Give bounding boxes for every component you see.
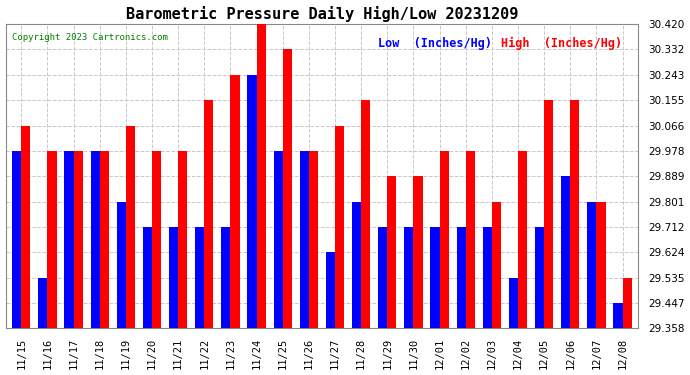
Bar: [117, 201, 126, 328]
Bar: [622, 278, 631, 328]
Bar: [544, 100, 553, 328]
Bar: [221, 227, 230, 328]
Bar: [152, 151, 161, 328]
Text: Copyright 2023 Cartronics.com: Copyright 2023 Cartronics.com: [12, 33, 168, 42]
Bar: [299, 151, 309, 328]
Bar: [587, 201, 596, 328]
Bar: [204, 100, 213, 328]
Bar: [21, 126, 30, 328]
Bar: [38, 278, 48, 328]
Bar: [326, 252, 335, 328]
Bar: [12, 151, 21, 328]
Bar: [387, 176, 396, 328]
Bar: [90, 151, 99, 328]
Bar: [352, 201, 361, 328]
Bar: [309, 151, 318, 328]
Bar: [335, 126, 344, 328]
Bar: [99, 151, 109, 328]
Bar: [596, 201, 606, 328]
Bar: [195, 227, 204, 328]
Bar: [143, 227, 152, 328]
Bar: [613, 303, 622, 328]
Title: Barometric Pressure Daily High/Low 20231209: Barometric Pressure Daily High/Low 20231…: [126, 6, 518, 21]
Bar: [518, 151, 527, 328]
Bar: [64, 151, 74, 328]
Bar: [457, 227, 466, 328]
Bar: [361, 100, 371, 328]
Legend: Low  (Inches/Hg), High  (Inches/Hg): Low (Inches/Hg), High (Inches/Hg): [375, 33, 626, 53]
Bar: [509, 278, 518, 328]
Bar: [230, 75, 239, 328]
Bar: [431, 227, 440, 328]
Bar: [126, 126, 135, 328]
Bar: [570, 100, 580, 328]
Bar: [413, 176, 422, 328]
Bar: [404, 227, 413, 328]
Bar: [440, 151, 449, 328]
Bar: [561, 176, 570, 328]
Bar: [74, 151, 83, 328]
Bar: [169, 227, 178, 328]
Bar: [178, 151, 187, 328]
Bar: [466, 151, 475, 328]
Bar: [535, 227, 544, 328]
Bar: [48, 151, 57, 328]
Bar: [257, 24, 266, 328]
Bar: [378, 227, 387, 328]
Bar: [273, 151, 283, 328]
Bar: [492, 201, 501, 328]
Bar: [483, 227, 492, 328]
Bar: [283, 50, 292, 328]
Bar: [248, 75, 257, 328]
